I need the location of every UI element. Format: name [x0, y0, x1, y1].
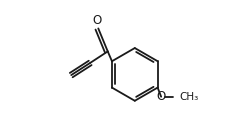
Text: CH₃: CH₃ [179, 92, 199, 102]
Text: O: O [156, 90, 166, 103]
Text: O: O [92, 14, 101, 27]
